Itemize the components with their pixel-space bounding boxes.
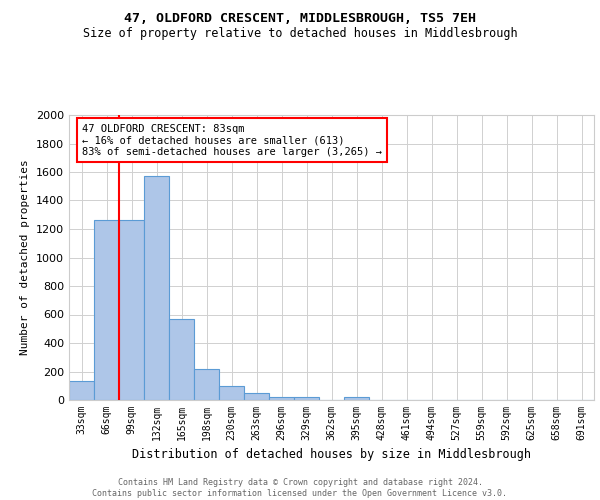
Bar bbox=[219, 386, 244, 400]
Text: 47, OLDFORD CRESCENT, MIDDLESBROUGH, TS5 7EH: 47, OLDFORD CRESCENT, MIDDLESBROUGH, TS5… bbox=[124, 12, 476, 26]
Bar bbox=[344, 397, 369, 400]
Text: Contains HM Land Registry data © Crown copyright and database right 2024.
Contai: Contains HM Land Registry data © Crown c… bbox=[92, 478, 508, 498]
Bar bbox=[294, 397, 319, 400]
Bar bbox=[94, 220, 119, 400]
Bar bbox=[194, 370, 219, 400]
Bar bbox=[169, 320, 194, 400]
Bar bbox=[244, 393, 269, 400]
Text: 47 OLDFORD CRESCENT: 83sqm
← 16% of detached houses are smaller (613)
83% of sem: 47 OLDFORD CRESCENT: 83sqm ← 16% of deta… bbox=[82, 124, 382, 157]
Bar bbox=[69, 382, 94, 400]
Y-axis label: Number of detached properties: Number of detached properties bbox=[20, 160, 31, 356]
Text: Size of property relative to detached houses in Middlesbrough: Size of property relative to detached ho… bbox=[83, 28, 517, 40]
Bar bbox=[269, 397, 294, 400]
Bar bbox=[144, 176, 169, 400]
Bar bbox=[119, 220, 144, 400]
X-axis label: Distribution of detached houses by size in Middlesbrough: Distribution of detached houses by size … bbox=[132, 448, 531, 462]
